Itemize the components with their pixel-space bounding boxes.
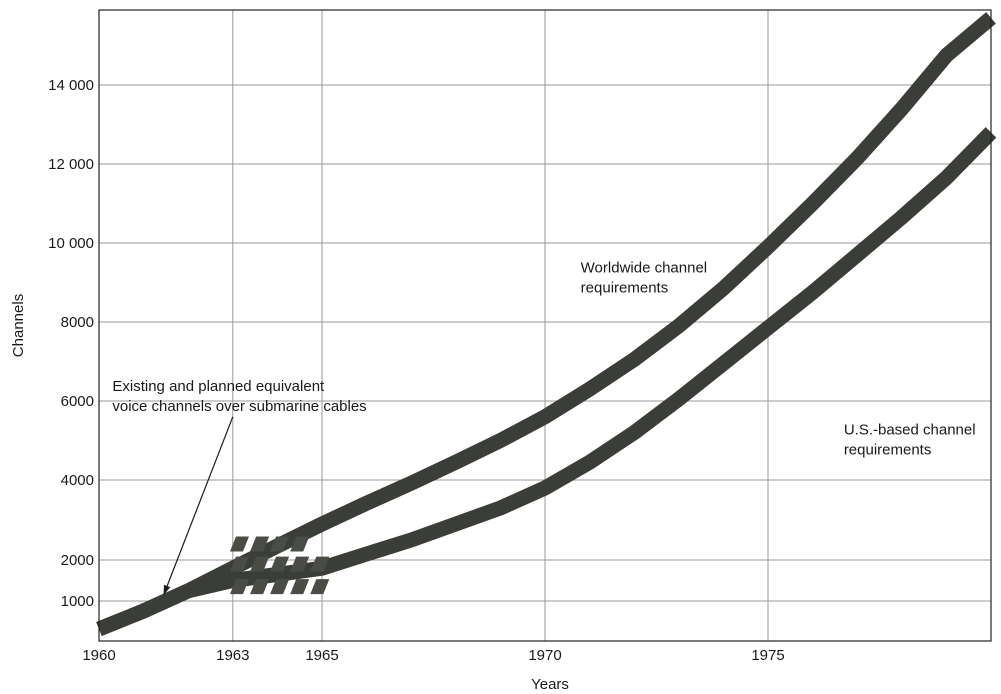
annotation-3: Existing and planned equivalent voice cha… (112, 378, 366, 415)
annotations: Worldwide channel requirements U.S.-based … (112, 260, 976, 596)
cable-block (230, 536, 249, 552)
cable-block (290, 556, 310, 572)
cable-block (270, 536, 290, 552)
series-bands (96, 12, 997, 636)
tick-labels: 1960 1963 1965 1970 1975 1000 2000 4000 6000 8000… (48, 77, 785, 664)
cable-block (310, 579, 330, 595)
y-tick-label: 8000 (61, 314, 94, 331)
y-tick-label: 2000 (61, 552, 94, 569)
y-tick-label: 1000 (61, 593, 94, 610)
us-band (96, 127, 997, 636)
cable-block (270, 579, 290, 595)
cable-block (230, 579, 249, 595)
y-axis-title: Channels (10, 294, 27, 357)
annotation-leader-line (163, 416, 234, 596)
annotation-1: Worldwide channel requirements (581, 260, 707, 297)
x-tick-label: 1965 (305, 647, 338, 664)
cable-block (250, 579, 270, 595)
cable-block (310, 556, 330, 572)
y-tick-label: 12 000 (48, 156, 94, 173)
cable-blocks (230, 536, 330, 595)
y-tick-label: 14 000 (48, 77, 94, 94)
x-tick-label: 1975 (751, 647, 784, 664)
y-tick-label: 10 000 (48, 235, 94, 252)
y-tick-label: 6000 (61, 393, 94, 410)
x-axis-title: Years (531, 676, 569, 693)
x-tick-label: 1970 (528, 647, 561, 664)
cable-block (270, 556, 290, 572)
arrowhead-icon (163, 584, 171, 595)
x-tick-label: 1963 (216, 647, 249, 664)
cable-block (290, 536, 310, 552)
plot-frame (98, 9, 992, 642)
cable-block (230, 556, 249, 572)
cable-block (250, 556, 270, 572)
cable-block (250, 536, 270, 552)
x-tick-label: 1960 (82, 647, 115, 664)
y-tick-label: 4000 (61, 472, 94, 489)
annotation-2: U.S.-based channel requirements (844, 422, 976, 459)
worldwide-band (96, 12, 996, 636)
cable-block (290, 579, 310, 595)
